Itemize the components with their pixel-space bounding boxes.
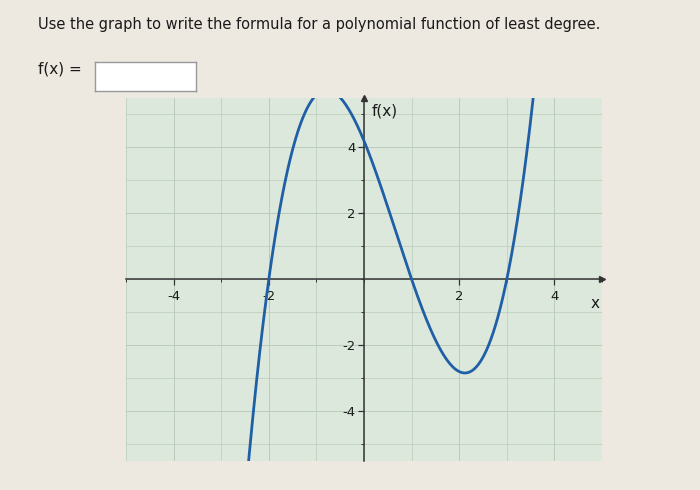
Text: x: x: [591, 296, 600, 311]
Text: Use the graph to write the formula for a polynomial function of least degree.: Use the graph to write the formula for a…: [38, 17, 601, 32]
Text: f(x) =: f(x) =: [38, 61, 83, 76]
Text: f(x): f(x): [371, 103, 398, 119]
